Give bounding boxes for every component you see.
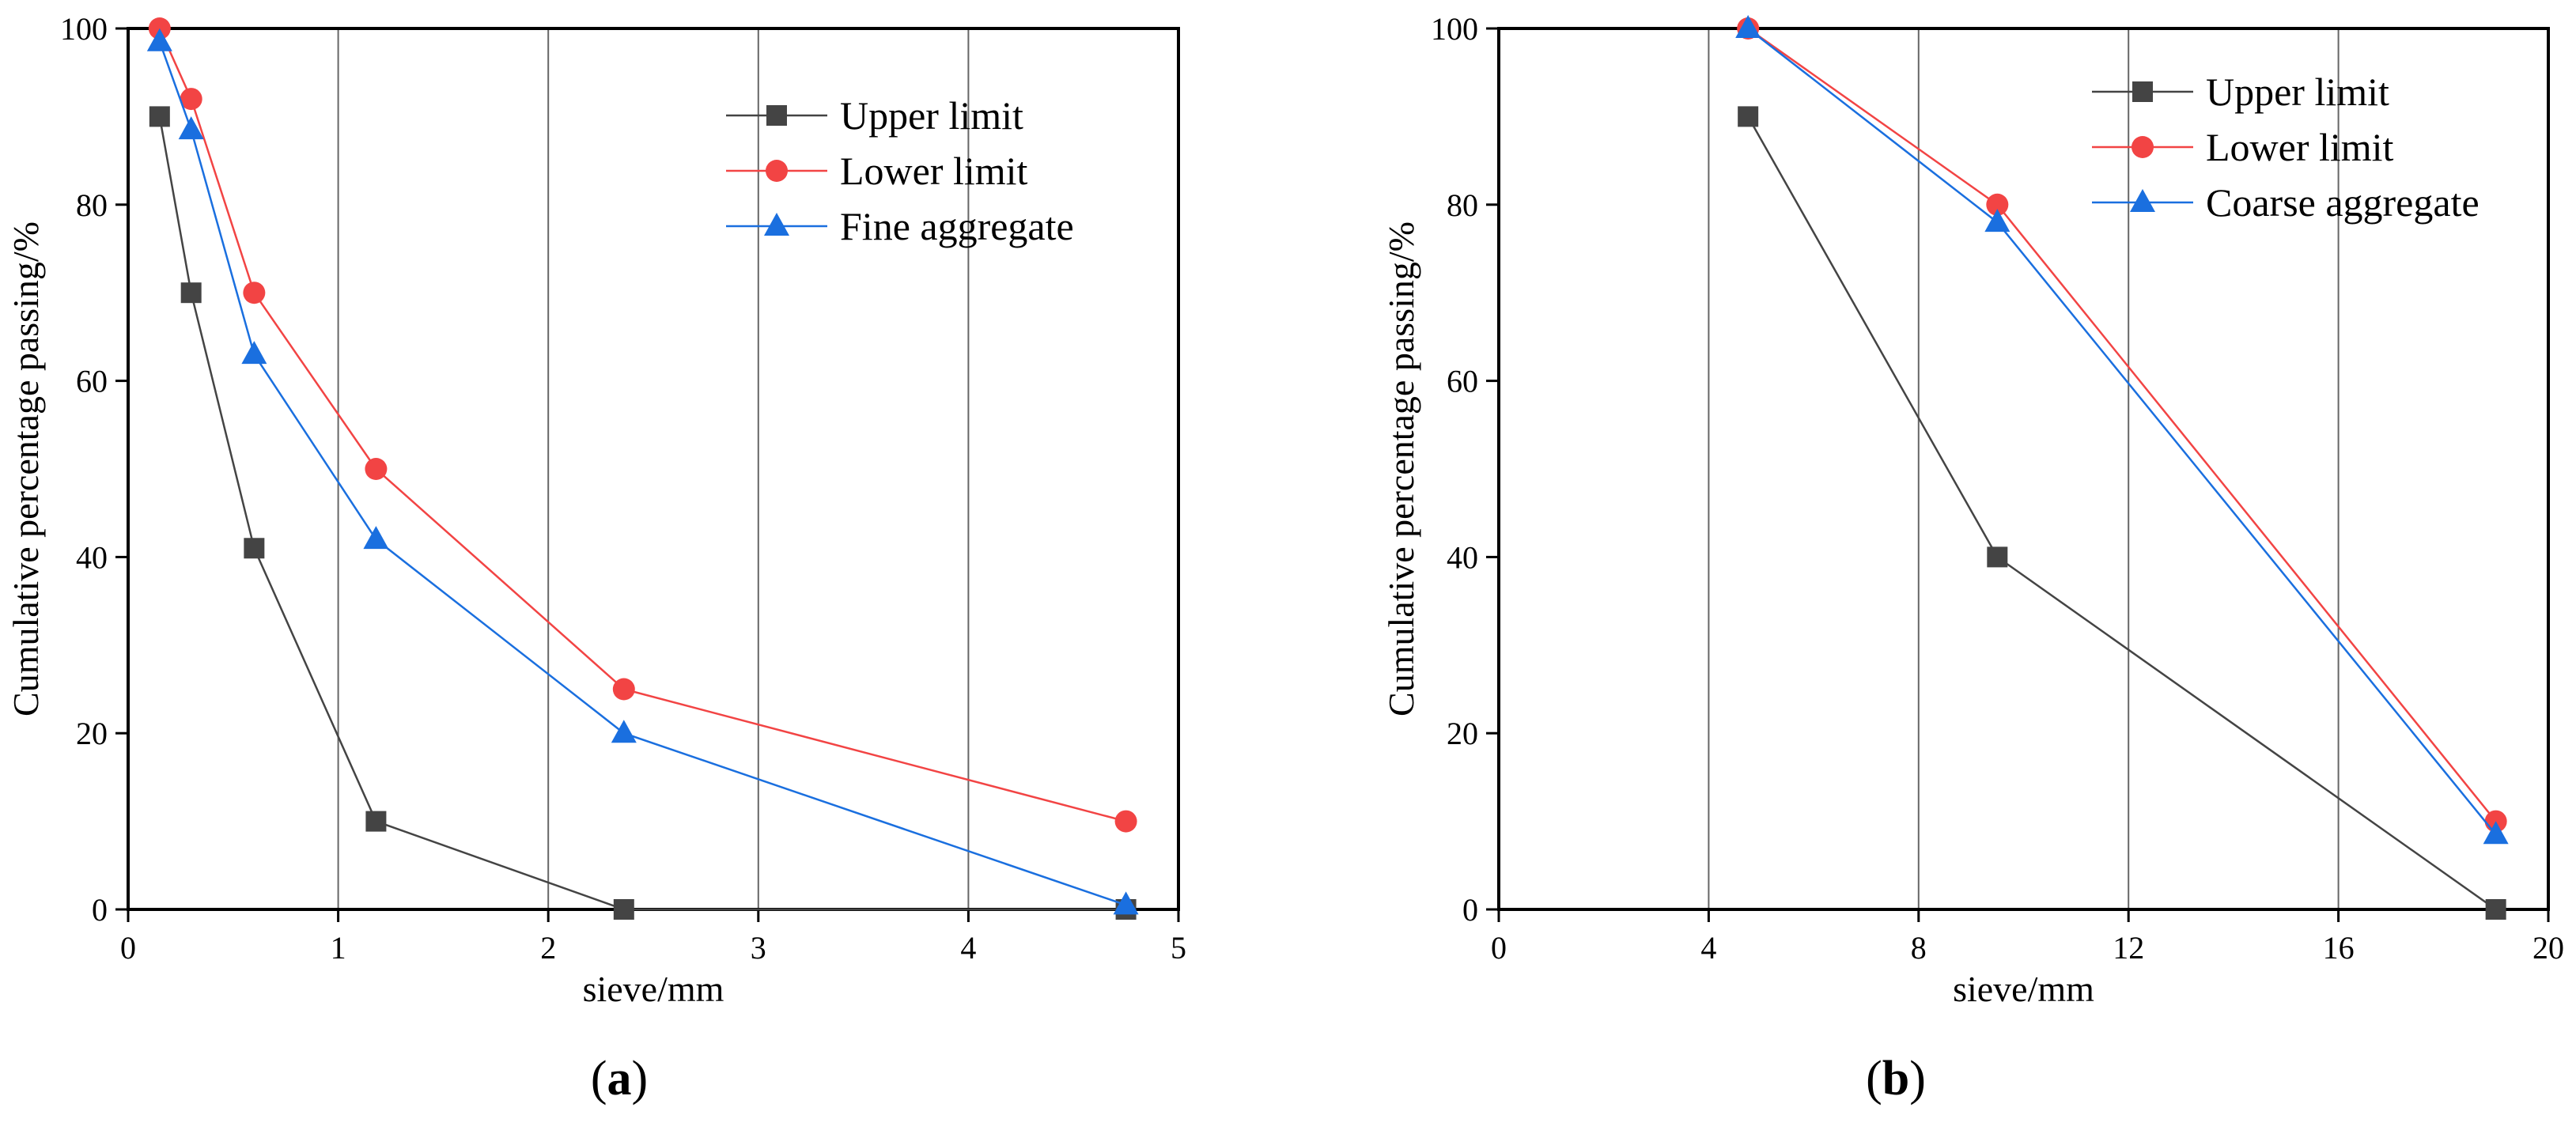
data-point xyxy=(1735,15,1761,38)
data-point xyxy=(178,116,204,140)
y-tick-label: 0 xyxy=(1462,892,1478,928)
legend-marker xyxy=(764,213,789,236)
y-tick-label: 80 xyxy=(1447,187,1478,223)
series-line xyxy=(158,28,1126,822)
x-tick-label: 4 xyxy=(960,930,976,966)
legend-entry: Lower limit xyxy=(2206,125,2394,169)
x-tick-label: 12 xyxy=(2113,930,2144,966)
legend-entry: Upper limit xyxy=(2206,70,2389,114)
plot-frame xyxy=(1497,27,2550,911)
legend-marker xyxy=(766,160,788,182)
x-tick-label: 0 xyxy=(1491,930,1507,966)
data-point xyxy=(1986,193,2009,216)
legend-marker xyxy=(2130,189,2155,212)
x-tick-label: 4 xyxy=(1700,930,1716,966)
y-tick-label: 60 xyxy=(76,364,108,399)
legend-entry: Upper limit xyxy=(840,93,1023,138)
x-tick-label: 3 xyxy=(751,930,766,966)
y-tick-label: 100 xyxy=(1431,11,1478,47)
data-point xyxy=(365,811,387,832)
x-tick-label: 20 xyxy=(2532,930,2564,966)
x-tick-label: 8 xyxy=(1911,930,1927,966)
data-point xyxy=(2485,899,2506,920)
data-point xyxy=(180,88,202,111)
data-point xyxy=(1987,546,2008,568)
x-axis-label: sieve/mm xyxy=(583,969,724,1009)
data-point xyxy=(1114,810,1137,833)
legend-entry: Coarse aggregate xyxy=(2206,180,2480,225)
y-tick-label: 0 xyxy=(92,892,108,928)
data-point xyxy=(149,106,170,127)
series-line xyxy=(1747,115,2497,911)
y-tick-label: 100 xyxy=(60,11,108,47)
data-point xyxy=(611,720,637,743)
data-point xyxy=(244,538,265,559)
data-point xyxy=(1113,891,1139,915)
data-point xyxy=(363,526,389,550)
legend-marker xyxy=(2132,136,2154,158)
y-axis-label: Cumulative percentage passing/% xyxy=(1381,221,1421,716)
panel-label: (b) xyxy=(1866,1052,1926,1106)
y-axis-label: Cumulative percentage passing/% xyxy=(6,221,46,716)
data-point xyxy=(180,282,202,304)
legend-marker xyxy=(2132,81,2153,102)
y-tick-label: 40 xyxy=(1447,539,1478,575)
x-tick-label: 0 xyxy=(120,930,136,966)
x-tick-label: 16 xyxy=(2323,930,2355,966)
data-point xyxy=(613,899,634,920)
y-tick-label: 60 xyxy=(1447,364,1478,399)
x-tick-label: 2 xyxy=(540,930,556,966)
legend-marker xyxy=(766,105,787,126)
panel-label: (a) xyxy=(591,1052,648,1106)
chart-panel-a: 0 1 2 3 4 5 0 20 40 60 80 100 sieve/mm Cumulative per… xyxy=(6,11,1186,1106)
data-point xyxy=(241,341,267,365)
x-tick-label: 1 xyxy=(331,930,346,966)
data-point xyxy=(2483,821,2509,845)
x-tick-label: 5 xyxy=(1171,930,1186,966)
data-point xyxy=(365,458,388,480)
data-point xyxy=(1738,106,1759,127)
legend-entry: Lower limit xyxy=(840,149,1028,193)
data-point xyxy=(146,28,172,51)
x-axis-label: sieve/mm xyxy=(1953,969,2094,1009)
data-point xyxy=(612,678,635,701)
series-line xyxy=(158,116,1126,911)
y-tick-label: 20 xyxy=(1447,716,1478,751)
y-tick-label: 20 xyxy=(76,716,108,751)
data-point xyxy=(1984,209,2010,232)
chart-panel-b: 0 4 8 12 16 20 0 20 40 60 80 100 sieve/mm Cumulative … xyxy=(1381,11,2564,1106)
data-point xyxy=(243,282,266,304)
y-tick-label: 40 xyxy=(76,539,108,575)
legend-entry: Fine aggregate xyxy=(840,204,1074,248)
series-line xyxy=(158,41,1127,906)
y-tick-label: 80 xyxy=(76,187,108,223)
